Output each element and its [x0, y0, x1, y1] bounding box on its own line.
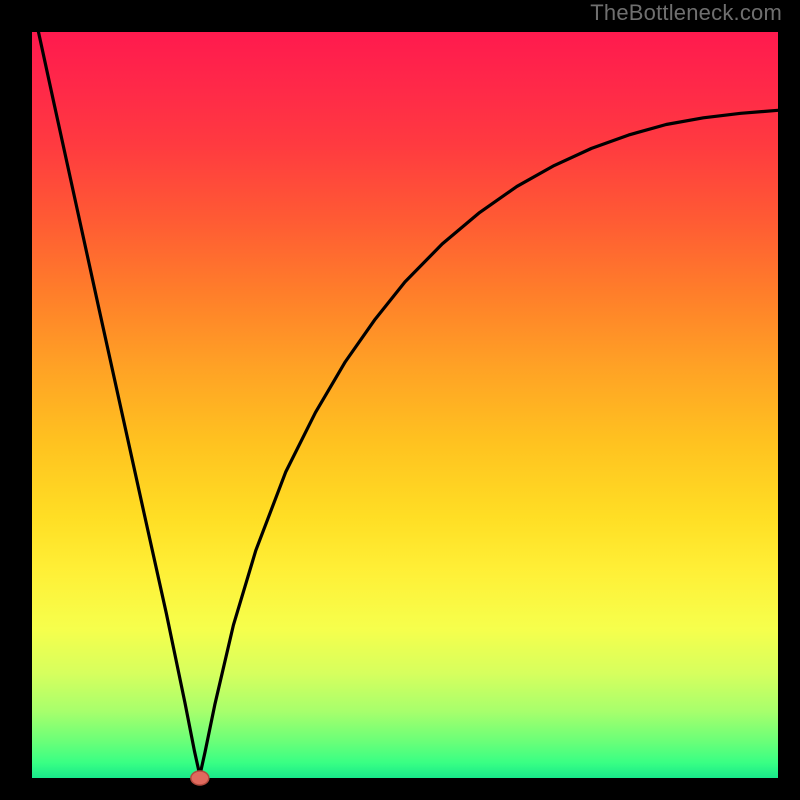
curve-layer [32, 32, 778, 778]
bottleneck-curve [32, 2, 778, 778]
chart-frame: TheBottleneck.com [0, 0, 800, 800]
watermark-text: TheBottleneck.com [590, 0, 782, 26]
plot-area [32, 32, 778, 778]
optimal-point-dot [191, 771, 209, 785]
